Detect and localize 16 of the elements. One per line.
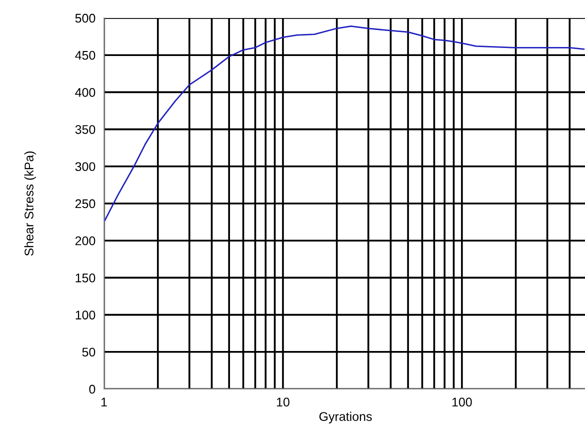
y-tick-label: 250 — [75, 199, 96, 208]
y-tick-label: 350 — [75, 125, 96, 134]
x-tick-label: 1 — [101, 398, 107, 406]
y-tick-label: 450 — [75, 50, 96, 60]
x-axis-title: Gyrations — [319, 412, 372, 424]
x-tick-label: 10 — [276, 398, 290, 407]
y-tick-label: 200 — [75, 236, 96, 246]
y-tick-label: 50 — [82, 348, 96, 357]
y-tick-label: 300 — [75, 162, 96, 172]
y-axis-title: Shear Stress (kPa) — [24, 151, 36, 256]
y-tick-label: 150 — [76, 274, 96, 282]
y-tick-label: 400 — [75, 88, 96, 97]
y-tick-label: 500 — [75, 14, 96, 23]
y-tick-label: 100 — [76, 310, 96, 320]
y-tick-label: 0 — [89, 384, 96, 394]
x-tick-label: 100 — [452, 398, 472, 407]
